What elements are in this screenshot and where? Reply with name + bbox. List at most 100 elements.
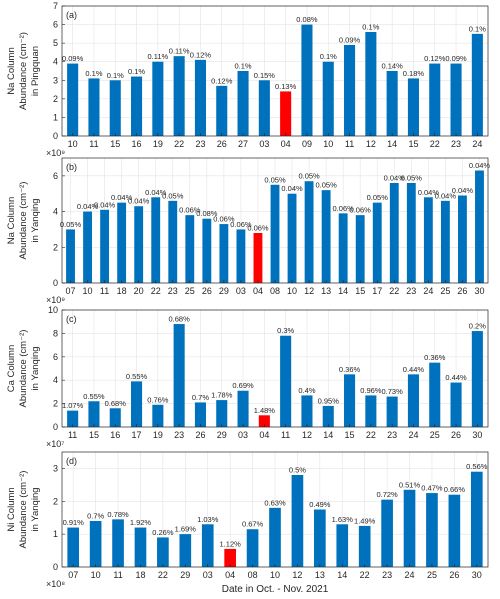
bar [344, 374, 356, 427]
y-axis-label: Abundance (cm⁻²) [18, 32, 29, 110]
data-label: 0.4% [298, 386, 315, 395]
x-tick-label: 10 [91, 570, 101, 580]
bar [291, 475, 304, 567]
x-tick-label: 08 [248, 570, 258, 580]
data-label: 0.67% [242, 520, 264, 529]
panel-label: (a) [66, 10, 77, 20]
x-tick-label: 30 [474, 286, 484, 296]
bar [450, 63, 462, 137]
bar [270, 184, 280, 283]
bar [151, 197, 161, 283]
bar [381, 499, 393, 567]
data-label: 0.04% [128, 197, 150, 206]
bar [83, 211, 92, 283]
bar [386, 396, 398, 427]
x-tick-label: 03 [238, 430, 248, 440]
data-label: 0.05% [60, 220, 82, 229]
bar [429, 63, 441, 137]
y-tick-label: 6 [53, 352, 58, 362]
y-tick-label: 2 [53, 94, 58, 104]
bar [219, 224, 229, 283]
data-label: 0.2% [469, 322, 486, 331]
data-label: 0.49% [309, 500, 331, 509]
data-label: 0.3% [277, 326, 294, 335]
x-tick-label: 18 [117, 286, 127, 296]
panel-label: (d) [66, 456, 77, 466]
x-tick-label: 14 [337, 570, 347, 580]
data-label: 0.05% [162, 191, 184, 200]
bar [237, 71, 249, 136]
y-tick-label: 2 [53, 399, 58, 409]
data-label: 0.7% [192, 393, 209, 402]
bar [173, 56, 185, 137]
bar [322, 405, 334, 427]
x-tick-label: 10 [83, 286, 93, 296]
data-label: 0.04% [281, 184, 303, 193]
y-tick-label: 6 [53, 171, 58, 181]
y-axis-label: in Yanqing [30, 346, 41, 390]
x-tick-label: 11 [345, 139, 354, 149]
bar [246, 529, 259, 567]
bar [179, 534, 192, 567]
data-label: 0.04% [418, 188, 440, 197]
bar [475, 170, 484, 283]
data-label: 0.13% [275, 82, 297, 91]
x-tick-label: 04 [259, 430, 269, 440]
data-label: 0.96% [360, 386, 382, 395]
x-tick-label: 09 [302, 139, 312, 149]
bar [407, 78, 419, 136]
x-tick-label: 26 [449, 570, 459, 580]
bar [157, 537, 169, 567]
x-axis-label: Date in Oct. - Nov. 2021 [222, 584, 329, 595]
y-axis-label: Na Column [6, 47, 17, 95]
highlight-bar [253, 233, 263, 283]
data-label: 0.05% [298, 172, 320, 181]
bar [88, 78, 100, 136]
y-tick-label: 3 [53, 75, 58, 85]
bar [134, 527, 147, 567]
x-tick-label: 12 [292, 570, 302, 580]
bar [321, 190, 331, 283]
x-tick-label: 23 [195, 139, 205, 149]
data-label: 0.06% [333, 204, 355, 213]
data-label: 0.15% [254, 71, 276, 80]
y-axis-label: in Pingquan [30, 46, 41, 96]
y-tick-label: 2 [53, 496, 58, 506]
bar [450, 382, 462, 427]
bar [338, 213, 348, 283]
bar [280, 335, 292, 427]
y-tick-label: 6 [53, 20, 58, 30]
data-label: 0.1% [469, 24, 486, 33]
data-label: 0.12% [190, 50, 212, 59]
bar [287, 193, 297, 283]
x-tick-label: 16 [110, 430, 120, 440]
data-label: 0.04% [111, 193, 133, 202]
x-tick-label: 29 [219, 286, 229, 296]
x-tick-label: 07 [66, 286, 76, 296]
data-label: 0.06% [179, 206, 201, 215]
x-tick-label: 23 [382, 570, 392, 580]
y-axis-label: in Yanqing [30, 487, 41, 531]
x-tick-label: 24 [423, 286, 433, 296]
y-tick-label: 7 [53, 1, 58, 11]
x-tick-label: 11 [68, 430, 77, 440]
y-tick-label: 1 [53, 112, 58, 122]
y-tick-label: 2 [53, 242, 58, 252]
y-tick-label: 5 [53, 38, 58, 48]
y-axis-label: Ni Column [6, 487, 17, 531]
bar [365, 32, 377, 136]
data-label: 0.1% [128, 67, 145, 76]
y-tick-label: 0 [53, 131, 58, 141]
bar [322, 61, 334, 136]
x-tick-label: 29 [180, 570, 190, 580]
bar [202, 218, 212, 283]
data-label: 0.05% [315, 181, 337, 190]
bar [216, 85, 228, 136]
x-tick-label: 22 [151, 286, 161, 296]
bar [237, 390, 249, 427]
x-tick-label: 11 [281, 430, 290, 440]
bar [301, 395, 313, 427]
y-tick-label: 0 [53, 278, 58, 288]
y-tick-label: 8 [53, 328, 58, 338]
